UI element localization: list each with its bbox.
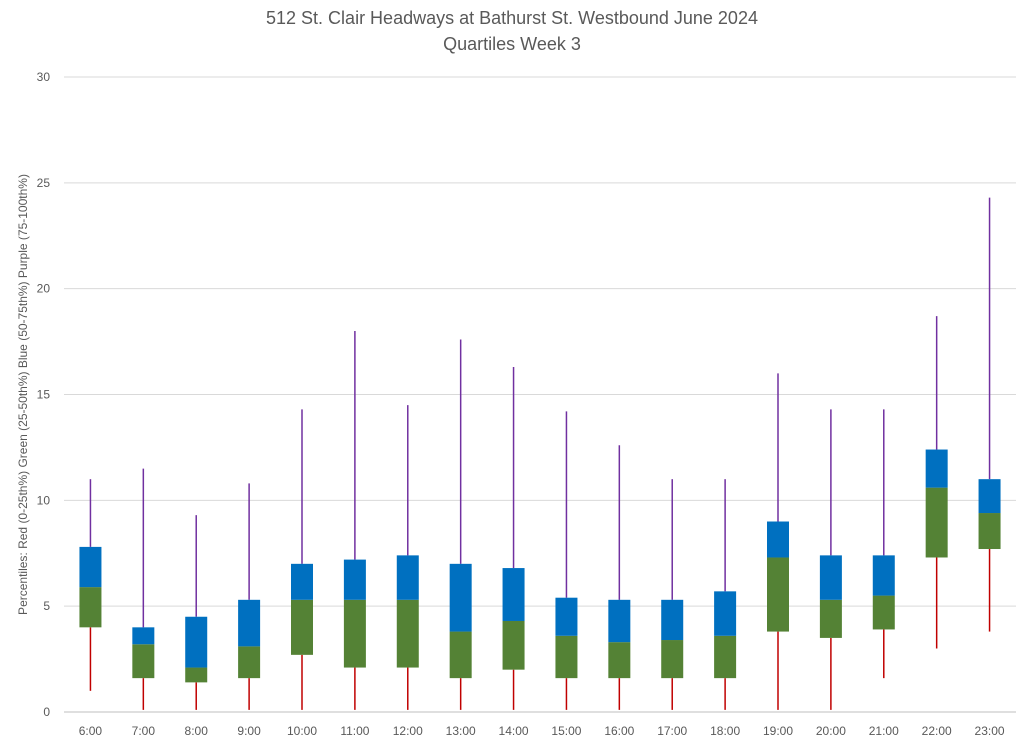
box-q3-21:00 — [872, 555, 895, 596]
box-q3-8:00 — [185, 616, 208, 668]
box-q3-10:00 — [291, 563, 313, 600]
box-q3-7:00 — [132, 627, 155, 645]
box-q2-6:00 — [79, 587, 102, 628]
box-q2-22:00 — [925, 487, 948, 558]
box-q2-17:00 — [661, 640, 684, 679]
box-q2-11:00 — [343, 599, 366, 668]
box-q3-19:00 — [767, 521, 789, 558]
box-q3-17:00 — [661, 599, 684, 641]
box-q3-15:00 — [555, 597, 578, 636]
x-tick-label: 6:00 — [79, 724, 103, 738]
x-tick-label: 19:00 — [763, 724, 793, 738]
x-tick-label: 14:00 — [499, 724, 529, 738]
box-q3-18:00 — [714, 591, 737, 636]
box-q2-18:00 — [714, 635, 737, 679]
box-q3-9:00 — [238, 599, 261, 647]
x-tick-label: 15:00 — [551, 724, 581, 738]
box-q2-9:00 — [238, 646, 261, 679]
box-q2-23:00 — [978, 513, 1001, 550]
x-tick-label: 11:00 — [340, 724, 369, 738]
box-q2-7:00 — [132, 644, 155, 679]
box-q3-6:00 — [79, 546, 102, 588]
x-tick-label: 23:00 — [975, 724, 1005, 738]
y-axis-label: Percentiles: Red (0-25th%) Green (25-50t… — [16, 174, 30, 615]
box-q2-15:00 — [555, 635, 578, 679]
box-q2-14:00 — [502, 620, 525, 670]
box-q3-20:00 — [819, 555, 842, 600]
box-q2-12:00 — [396, 599, 419, 668]
x-tick-label: 10:00 — [287, 724, 317, 738]
x-tick-label: 7:00 — [132, 724, 156, 738]
box-q2-19:00 — [767, 557, 789, 632]
y-tick-label: 20 — [37, 282, 51, 296]
box-q3-14:00 — [502, 568, 525, 621]
y-tick-label: 5 — [43, 599, 50, 613]
x-tick-label: 17:00 — [657, 724, 687, 738]
x-tick-label: 18:00 — [710, 724, 740, 738]
box-q2-13:00 — [449, 631, 472, 679]
box-q3-13:00 — [449, 563, 472, 632]
x-tick-label: 8:00 — [185, 724, 209, 738]
x-tick-label: 22:00 — [922, 724, 952, 738]
box-q2-10:00 — [291, 599, 313, 655]
box-q2-21:00 — [872, 595, 895, 630]
x-tick-label: 9:00 — [237, 724, 261, 738]
box-q3-12:00 — [396, 555, 419, 600]
chart-title: 512 St. Clair Headways at Bathurst St. W… — [266, 8, 758, 28]
x-tick-label: 20:00 — [816, 724, 846, 738]
y-tick-label: 25 — [37, 176, 51, 190]
x-tick-label: 21:00 — [869, 724, 899, 738]
box-q2-16:00 — [608, 642, 631, 679]
x-tick-label: 12:00 — [393, 724, 423, 738]
y-tick-label: 30 — [37, 70, 51, 84]
box-q3-16:00 — [608, 599, 631, 643]
x-tick-label: 13:00 — [446, 724, 476, 738]
chart-subtitle: Quartiles Week 3 — [443, 34, 581, 54]
y-tick-label: 0 — [43, 705, 50, 719]
y-tick-label: 15 — [37, 388, 51, 402]
box-q3-23:00 — [978, 479, 1001, 514]
y-tick-label: 10 — [37, 493, 51, 507]
box-q2-8:00 — [185, 667, 208, 683]
box-q2-20:00 — [819, 599, 842, 638]
box-q3-11:00 — [343, 559, 366, 600]
x-tick-label: 16:00 — [604, 724, 634, 738]
box-q3-22:00 — [925, 449, 948, 488]
